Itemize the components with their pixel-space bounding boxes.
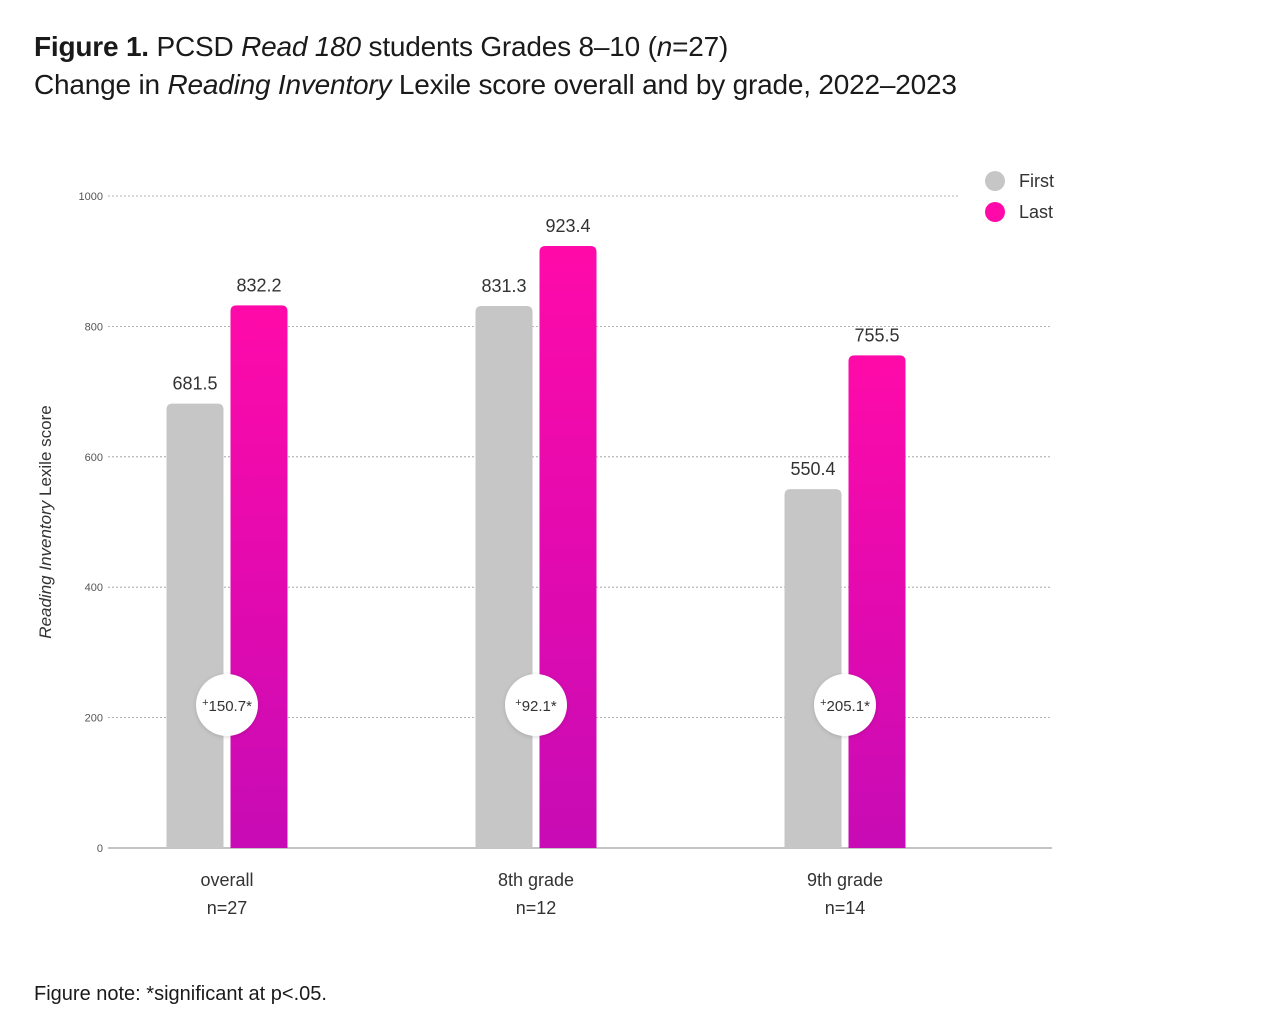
legend: First Last — [985, 171, 1054, 222]
legend-label-first: First — [1019, 171, 1054, 191]
title-text-pre: PCSD — [156, 31, 234, 62]
bar-last — [230, 305, 288, 848]
bar-first — [166, 403, 224, 848]
y-tick-label: 0 — [97, 843, 103, 855]
x-category-label: overall — [200, 870, 253, 890]
y-axis-label: Reading Inventory Lexile score — [36, 405, 55, 638]
data-label-last: 923.4 — [545, 216, 590, 236]
data-label-last: 755.5 — [854, 325, 899, 345]
data-labels: 681.5 832.2 +150.7* 831.3 923.4 +92.1* 550.4 75… — [172, 216, 900, 736]
y-tick-label: 200 — [85, 713, 103, 725]
bar-last — [539, 245, 597, 848]
difference-badge — [196, 674, 258, 736]
y-tick-label: 1000 — [79, 191, 103, 203]
y-tick-label: 600 — [85, 452, 103, 464]
chart-title: Figure 1. PCSD Read 180 students Grades … — [34, 28, 957, 104]
difference-label: +150.7* — [202, 697, 252, 715]
x-category-n: n=12 — [516, 898, 557, 918]
x-category-label: 9th grade — [807, 870, 883, 890]
bar-last — [848, 355, 906, 848]
data-label-first: 831.3 — [481, 276, 526, 296]
data-label-first: 550.4 — [790, 459, 835, 479]
difference-badge — [505, 674, 567, 736]
figure-note: Figure note: *significant at p<.05. — [34, 983, 327, 1005]
figure-label: Figure 1. — [34, 31, 149, 62]
title-line-1: Figure 1. PCSD Read 180 students Grades … — [34, 28, 957, 66]
title-text-end: =27) — [672, 31, 729, 62]
title-text-post: students Grades 8–10 ( — [368, 31, 657, 62]
difference-label: +92.1* — [515, 697, 557, 715]
x-category-label: 8th grade — [498, 870, 574, 890]
subtitle-italic: Reading Inventory — [167, 69, 392, 100]
title-program: Read 180 — [241, 31, 361, 62]
y-tick-label: 800 — [85, 321, 103, 333]
subtitle-post: Lexile score overall and by grade, 2022–… — [398, 69, 957, 100]
data-label-last: 832.2 — [236, 275, 281, 295]
subtitle-pre: Change in — [34, 69, 160, 100]
legend-swatch-first — [985, 171, 1005, 191]
bar-first — [475, 305, 533, 848]
data-label-first: 681.5 — [172, 374, 217, 394]
title-n: n — [656, 31, 673, 62]
bar-first — [784, 489, 842, 848]
bar-chart: 0 200 400 600 800 1000 681.5 832.2 +150.7* 831.3… — [36, 171, 1054, 918]
x-category-n: n=27 — [207, 898, 248, 918]
difference-label: +205.1* — [820, 697, 870, 715]
y-tick-label: 400 — [85, 582, 103, 594]
y-axis-ticks: 0 200 400 600 800 1000 — [79, 191, 103, 855]
difference-badge — [814, 674, 876, 736]
title-line-2: Change in Reading Inventory Lexile score… — [34, 66, 957, 104]
x-axis-categories: overall n=27 8th grade n=12 9th grade n=14 — [200, 870, 883, 918]
legend-label-last: Last — [1019, 202, 1053, 222]
legend-swatch-last — [985, 202, 1005, 222]
bars — [166, 245, 906, 848]
x-category-n: n=14 — [825, 898, 866, 918]
